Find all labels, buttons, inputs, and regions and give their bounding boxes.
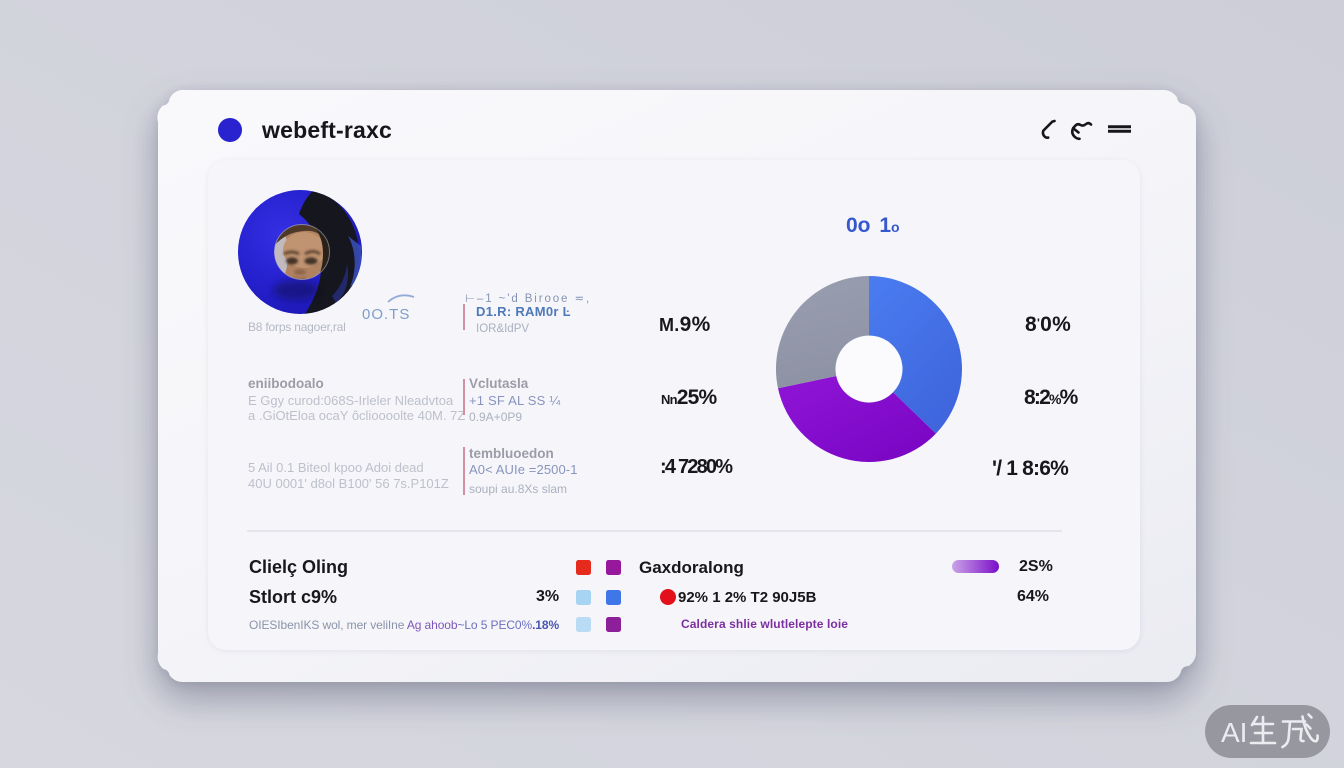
- svg-text:0O.TS: 0O.TS: [362, 306, 410, 323]
- svg-text:AI: AI: [1221, 717, 1247, 748]
